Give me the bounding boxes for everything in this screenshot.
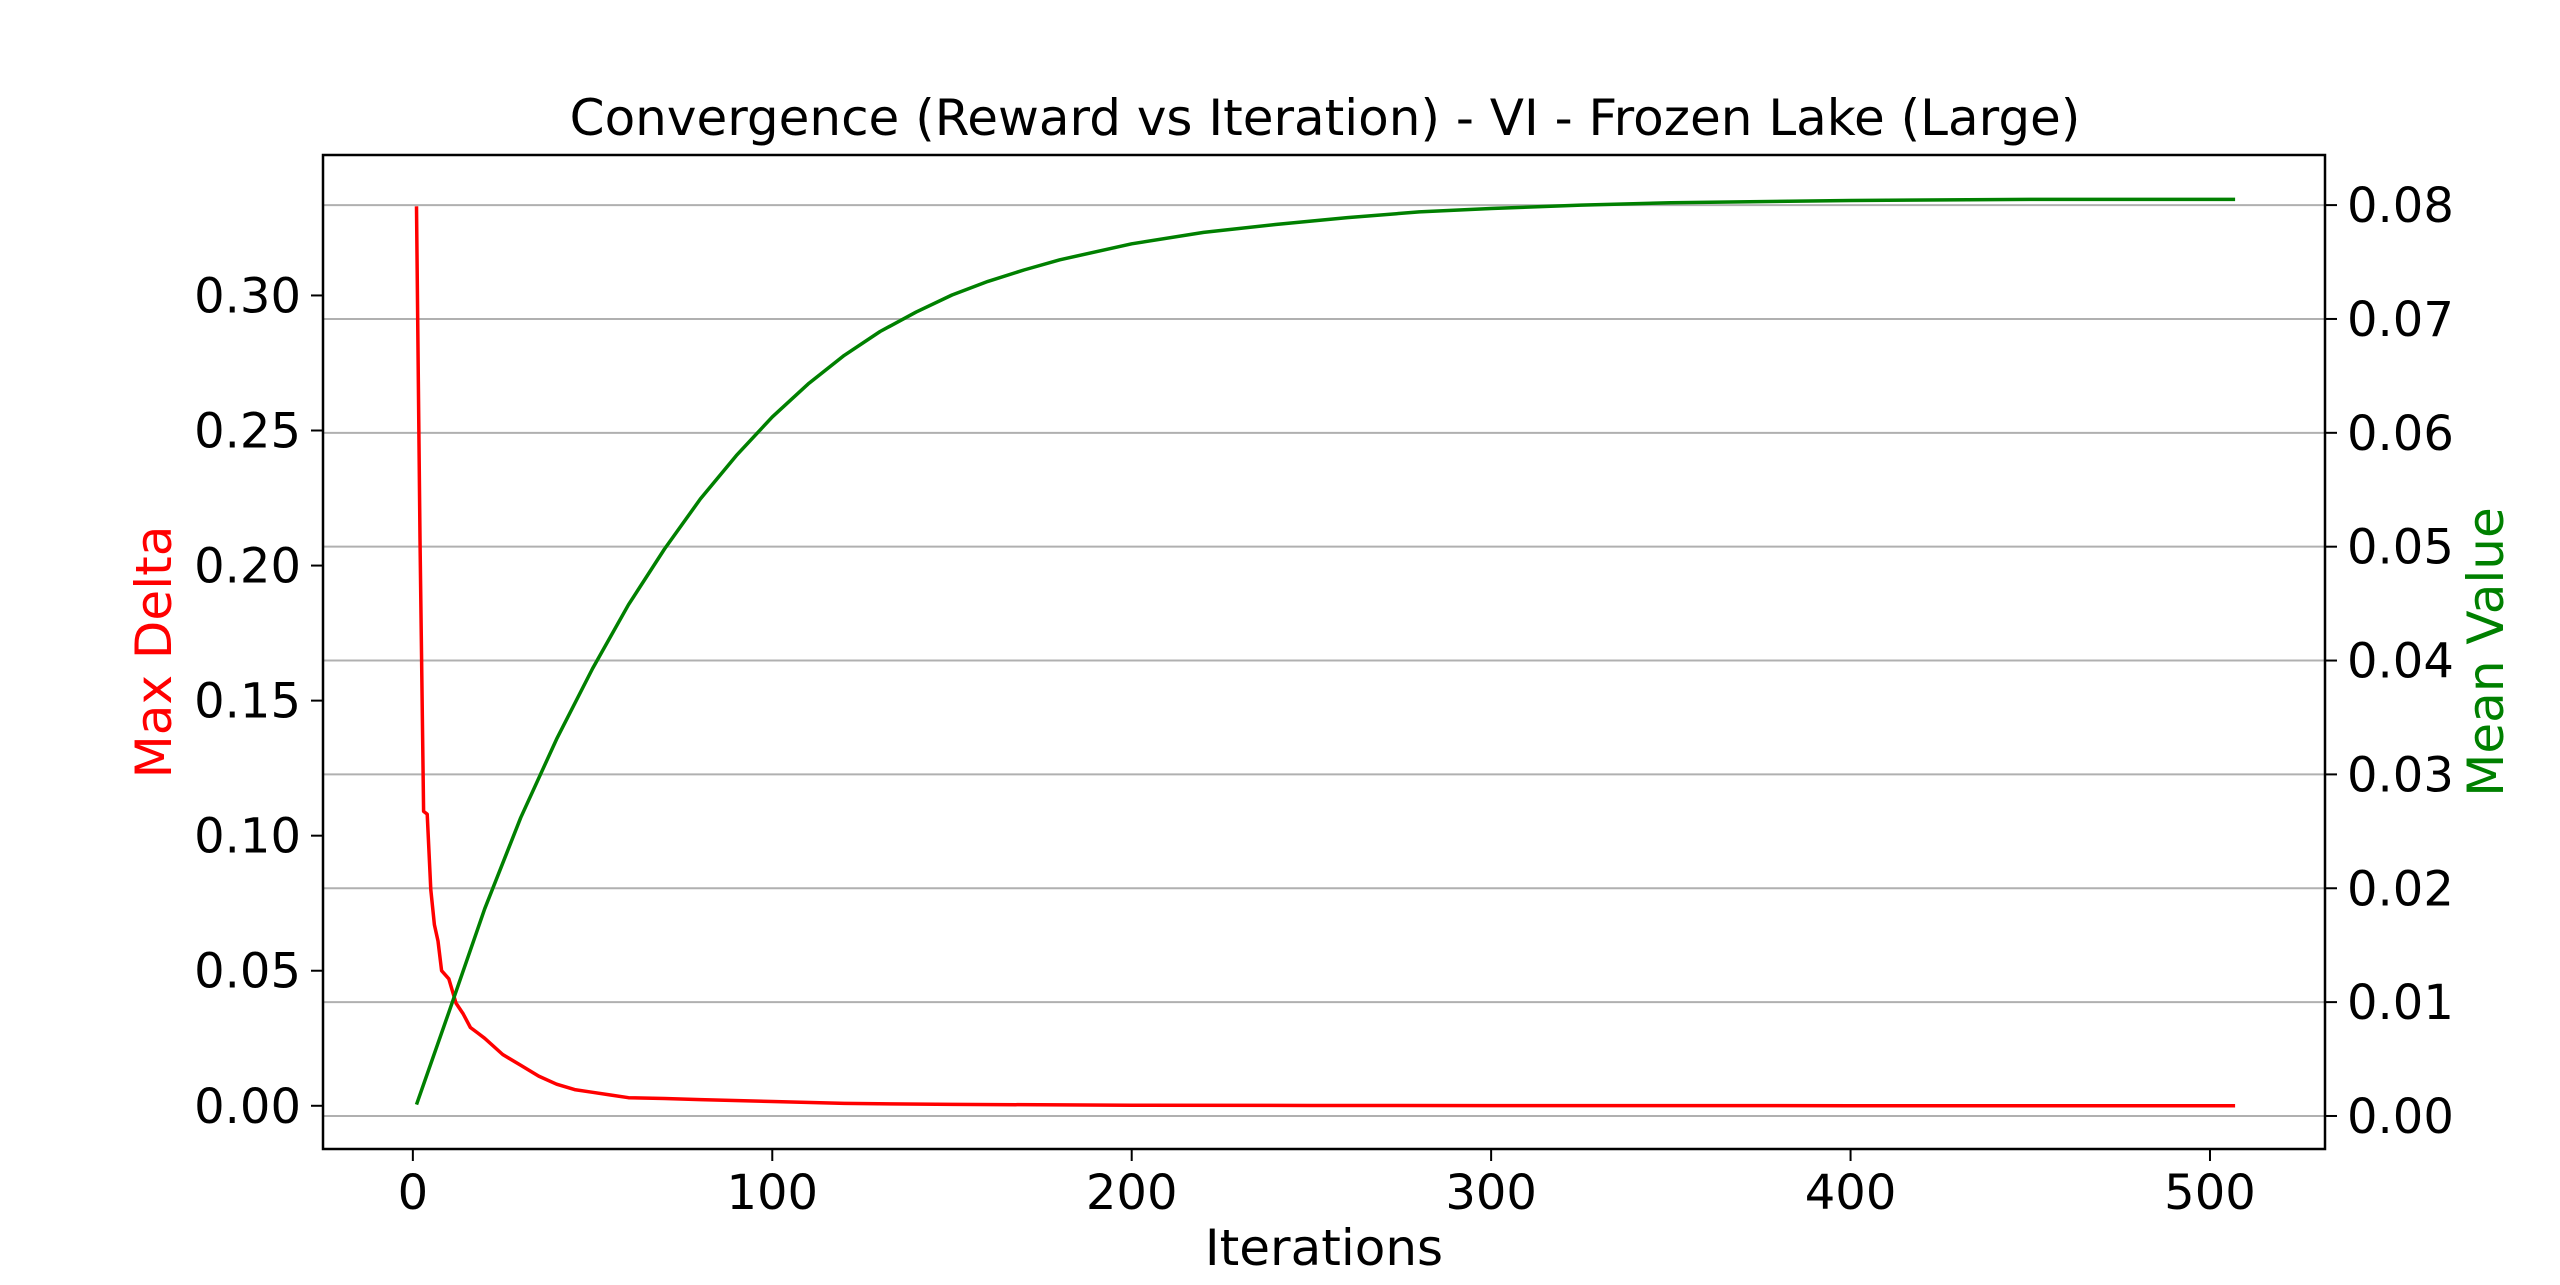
- left-tick-label: 0.00: [194, 1079, 301, 1135]
- right-tick-label: 0.06: [2347, 406, 2454, 462]
- left-y-axis: 0.00 0.05 0.10 0.15 0.20 0.25 0.30: [194, 268, 323, 1135]
- right-tick-label: 0.04: [2347, 634, 2454, 690]
- left-tick-label: 0.25: [194, 404, 301, 460]
- x-tick-label: 400: [1805, 1165, 1897, 1221]
- x-tick-label: 300: [1445, 1165, 1537, 1221]
- grid-layer: [323, 204, 2325, 1117]
- x-tick-label: 100: [726, 1165, 818, 1221]
- x-tick-label: 200: [1086, 1165, 1178, 1221]
- mean-value-line: [414, 197, 2236, 1106]
- right-axis-label: Mean Value: [2457, 507, 2515, 796]
- left-tick-label: 0.10: [194, 809, 301, 865]
- left-tick-label: 0.15: [194, 674, 301, 730]
- right-y-axis: 0.00 0.01 0.02 0.03 0.04 0.05 0.06 0.07 0.08: [2325, 178, 2454, 1145]
- max-delta-line: [414, 206, 2236, 1108]
- right-tick-label: 0.01: [2347, 975, 2454, 1031]
- x-tick-label: 500: [2164, 1165, 2256, 1221]
- x-axis-label: Iterations: [1205, 1219, 1443, 1277]
- left-tick-label: 0.05: [194, 944, 301, 1000]
- left-axis-label: Max Delta: [125, 526, 183, 779]
- chart-title: Convergence (Reward vs Iteration) - VI -…: [570, 89, 2081, 147]
- right-tick-label: 0.08: [2347, 178, 2454, 234]
- right-tick-label: 0.05: [2347, 520, 2454, 576]
- x-axis: 0 100 200 300 400 500: [398, 1149, 2256, 1221]
- right-tick-label: 0.00: [2347, 1089, 2454, 1145]
- left-tick-label: 0.20: [194, 539, 301, 595]
- right-tick-label: 0.03: [2347, 747, 2454, 803]
- right-tick-label: 0.07: [2347, 292, 2454, 348]
- plot-frame: [321, 153, 2327, 1151]
- x-tick-label: 0: [398, 1165, 429, 1221]
- series-layer: [414, 197, 2236, 1108]
- left-tick-label: 0.30: [194, 268, 301, 324]
- right-tick-label: 0.02: [2347, 861, 2454, 917]
